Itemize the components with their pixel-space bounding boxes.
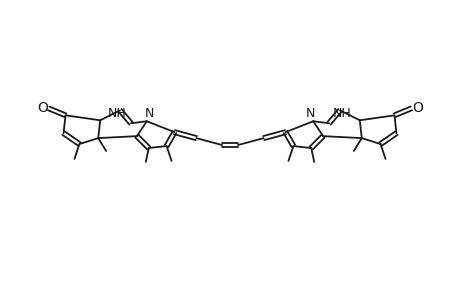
Text: N: N xyxy=(145,107,154,120)
Text: O: O xyxy=(37,101,48,116)
Text: O: O xyxy=(411,101,422,116)
Text: NH: NH xyxy=(332,107,351,120)
Text: NH: NH xyxy=(108,107,127,120)
Text: N: N xyxy=(305,107,314,120)
